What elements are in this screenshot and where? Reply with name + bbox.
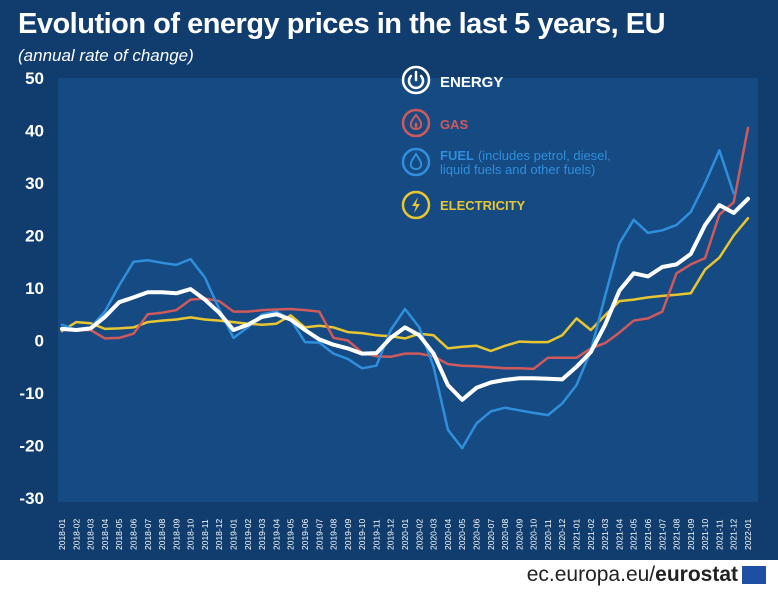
x-tick-label: 2020-08 <box>500 519 510 550</box>
x-tick-label: 2018-11 <box>200 519 210 550</box>
x-tick-label: 2020-03 <box>429 519 439 550</box>
flame-icon <box>401 108 431 138</box>
drop-icon <box>401 147 431 177</box>
series-line-gas <box>60 126 750 371</box>
x-tick-label: 2021-03 <box>600 519 610 550</box>
x-tick-label: 2019-11 <box>371 519 381 550</box>
x-tick-label: 2018-08 <box>157 519 167 550</box>
y-tick-label: 40 <box>25 122 44 141</box>
x-tick-label: 2018-09 <box>171 519 181 550</box>
series-line-fuel <box>60 149 735 450</box>
legend-label-fuel: FUEL (includes petrol, diesel, <box>440 148 611 163</box>
x-tick-label: 2020-07 <box>486 519 496 550</box>
x-tick-label: 2020-09 <box>514 519 524 550</box>
x-tick-label: 2019-01 <box>229 519 239 550</box>
legend-item-gas: GAS <box>401 108 469 138</box>
footer-site: ec.europa.eu/ <box>526 563 656 586</box>
x-tick-label: 2021-04 <box>614 519 624 550</box>
x-tick-label: 2020-12 <box>557 519 567 550</box>
legend-fuel-note: (includes petrol, diesel, <box>478 148 611 163</box>
x-tick-label: 2020-02 <box>414 519 424 550</box>
x-tick-label: 2019-09 <box>343 519 353 550</box>
x-tick-label: 2021-11 <box>714 519 724 550</box>
x-tick-label: 2020-05 <box>457 519 467 550</box>
x-tick-label: 2018-05 <box>114 519 124 550</box>
x-tick-label: 2018-02 <box>71 519 81 550</box>
x-axis-ticks: 2018-01 2018-02 2018-03 2018-04 2018-05 2018-… <box>57 519 753 550</box>
x-tick-label: 2019-08 <box>329 519 339 550</box>
y-tick-label: 20 <box>25 227 44 246</box>
x-tick-label: 2019-02 <box>243 519 253 550</box>
x-tick-label: 2021-06 <box>643 519 653 550</box>
legend-label-gas: GAS <box>440 117 469 132</box>
y-tick-label: -20 <box>19 437 44 456</box>
y-tick-label: 0 <box>35 332 44 351</box>
x-tick-label: 2019-06 <box>300 519 310 550</box>
x-tick-label: 2019-05 <box>286 519 296 550</box>
y-tick-label: 50 <box>25 69 44 88</box>
legend-item-electricity: ELECTRICITY <box>401 190 526 220</box>
x-tick-label: 2019-04 <box>271 519 281 550</box>
y-tick-label: 30 <box>25 174 44 193</box>
footer-brand: eurostat <box>655 563 738 586</box>
y-tick-label: 10 <box>25 279 44 298</box>
x-tick-label: 2019-10 <box>357 519 367 550</box>
x-tick-label: 2018-10 <box>186 519 196 550</box>
legend: ENERGY GAS FUEL (includes petrol, diesel,… <box>401 65 611 220</box>
series-line-electricity <box>60 216 750 353</box>
x-tick-label: 2021-05 <box>629 519 639 550</box>
legend-item-fuel: FUEL (includes petrol, diesel, liquid fue… <box>401 147 611 177</box>
x-tick-label: 2019-07 <box>314 519 324 550</box>
x-tick-label: 2018-03 <box>86 519 96 550</box>
lightning-icon <box>401 190 431 220</box>
legend-fuel-name: FUEL <box>440 148 474 163</box>
power-icon <box>401 65 431 95</box>
plot-area <box>58 78 758 502</box>
x-tick-label: 2019-03 <box>257 519 267 550</box>
x-tick-label: 2019-12 <box>386 519 396 550</box>
series-lines <box>60 126 750 450</box>
x-tick-label: 2021-09 <box>686 519 696 550</box>
x-tick-label: 2020-01 <box>400 519 410 550</box>
x-tick-label: 2021-08 <box>672 519 682 550</box>
series-line-energy <box>60 196 750 402</box>
x-tick-label: 2018-01 <box>57 519 67 550</box>
x-tick-label: 2021-02 <box>586 519 596 550</box>
x-tick-label: 2018-04 <box>100 519 110 550</box>
legend-fuel-note2: liquid fuels and other fuels) <box>440 162 595 177</box>
x-tick-label: 2018-12 <box>214 519 224 550</box>
x-tick-label: 2021-10 <box>700 519 710 550</box>
x-tick-label: 2018-07 <box>143 519 153 550</box>
source-footer: ec.europa.eu/eurostat <box>527 563 738 587</box>
x-tick-label: 2020-04 <box>443 519 453 550</box>
x-tick-label: 2020-11 <box>543 519 553 550</box>
x-tick-label: 2022-01 <box>743 519 753 550</box>
y-tick-label: -30 <box>19 489 44 508</box>
y-tick-label: -10 <box>19 384 44 403</box>
y-axis-ticks: 50 40 30 20 10 0 -10 -20 -30 <box>19 69 44 508</box>
chart-title: Evolution of energy prices in the last 5… <box>18 8 666 40</box>
eu-flag-icon <box>742 566 766 584</box>
x-tick-label: 2020-10 <box>529 519 539 550</box>
x-tick-label: 2021-12 <box>729 519 739 550</box>
x-tick-label: 2021-01 <box>572 519 582 550</box>
x-tick-label: 2020-06 <box>471 519 481 550</box>
legend-item-energy: ENERGY <box>401 65 503 95</box>
chart-subtitle: (annual rate of change) <box>18 46 194 65</box>
legend-label-electricity: ELECTRICITY <box>440 198 526 213</box>
legend-label-energy: ENERGY <box>440 74 503 91</box>
x-tick-label: 2021-07 <box>657 519 667 550</box>
x-tick-label: 2018-06 <box>128 519 138 550</box>
